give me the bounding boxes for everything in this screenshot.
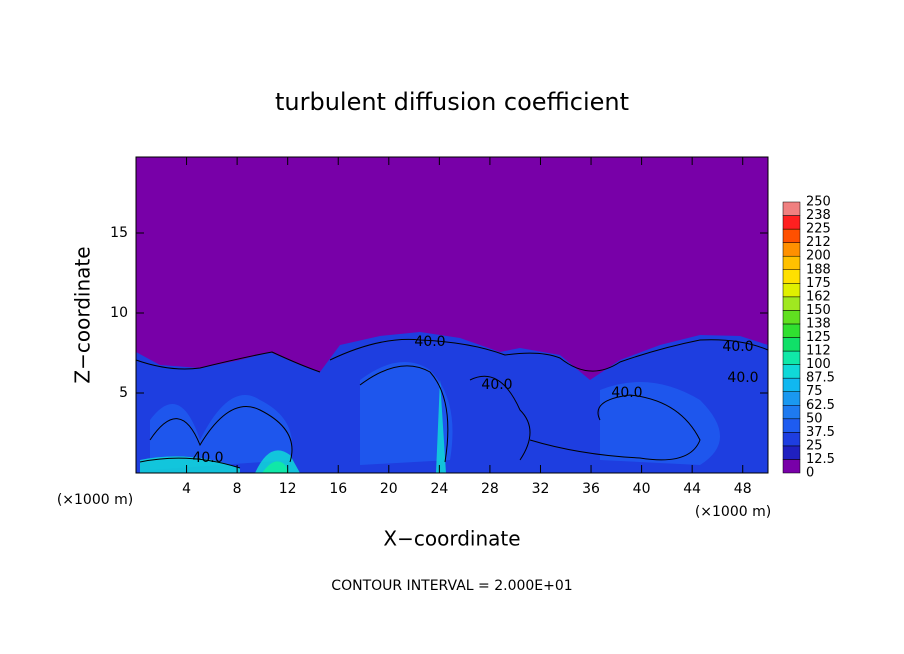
x-tick-label: 24 (430, 481, 448, 497)
colorbar-label: 138 (806, 316, 831, 331)
contour-label: 40.0 (481, 377, 512, 393)
field (135, 157, 769, 473)
x-axis-unit: (×1000 m) (695, 504, 771, 520)
colorbar-bin (782, 364, 801, 379)
plot-frame (135, 156, 769, 474)
field-region (150, 362, 720, 470)
y-tick-label: 10 (110, 305, 128, 321)
x-tick-label: 48 (734, 481, 752, 497)
colorbar-bin (782, 391, 801, 406)
colorbar-label: 175 (806, 276, 831, 291)
y-tick-label: 5 (119, 385, 128, 401)
colorbar-bin (782, 323, 801, 338)
colorbar-label: 250 (806, 195, 831, 210)
x-tick-label: 12 (279, 481, 297, 497)
colorbar-label: 125 (806, 330, 831, 345)
colorbar-label: 200 (806, 249, 831, 264)
colorbar-label: 50 (806, 411, 823, 426)
colorbar-bin (782, 215, 801, 230)
colorbar-bin (782, 377, 801, 392)
colorbar-bin (782, 432, 801, 447)
field-region (262, 461, 290, 473)
colorbar-bin (782, 269, 801, 284)
x-tick-label: 4 (182, 481, 191, 497)
contour-label: 40.0 (727, 370, 758, 386)
colorbar-label: 100 (806, 357, 831, 372)
colorbar-label: 150 (806, 303, 831, 318)
colorbar-bin (782, 350, 801, 365)
contour-label: 40.0 (722, 339, 753, 355)
colorbar-bin (782, 296, 801, 311)
colorbar-bin (782, 228, 801, 243)
colorbar-bin (782, 310, 801, 325)
colorbar-bin (782, 201, 801, 216)
colorbar-label: 37.5 (806, 425, 835, 440)
colorbar-label: 188 (806, 262, 831, 277)
colorbar-label: 75 (806, 384, 823, 399)
chart-title: turbulent diffusion coefficient (275, 88, 629, 116)
colorbar-bin (782, 459, 801, 474)
colorbar-bin (782, 242, 801, 257)
colorbar-bin (782, 255, 801, 271)
field-region (140, 380, 446, 473)
contour-lines (135, 338, 769, 469)
colorbar-label: 112 (806, 344, 831, 359)
contour-label: 40.0 (611, 385, 642, 401)
y-tick-label: 15 (110, 225, 128, 241)
colorbar-bin (782, 337, 801, 352)
colorbar-label: 238 (806, 208, 831, 223)
colorbar-bin (782, 418, 801, 433)
footer-note: CONTOUR INTERVAL = 2.000E+01 (331, 578, 572, 594)
colorbar-label: 87.5 (806, 371, 835, 386)
y-axis-unit: (×1000 m) (57, 492, 133, 508)
x-tick-label: 36 (582, 481, 600, 497)
colorbar-label: 62.5 (806, 398, 835, 413)
x-tick-label: 8 (233, 481, 242, 497)
colorbar-label: 162 (806, 289, 831, 304)
x-tick-label: 16 (329, 481, 347, 497)
colorbar-label: 212 (806, 235, 831, 250)
x-tick-label: 32 (532, 481, 550, 497)
x-tick-label: 28 (481, 481, 499, 497)
x-tick-label: 20 (380, 481, 398, 497)
colorbar-label: 0 (806, 466, 814, 481)
colorbar-label: 225 (806, 222, 831, 237)
colorbar-bin (782, 445, 801, 460)
colorbar-label: 25 (806, 438, 823, 453)
y-axis-label: Z−coordinate (71, 246, 95, 383)
x-tick-label: 44 (683, 481, 701, 497)
x-axis-label: X−coordinate (383, 527, 520, 551)
x-tick-label: 40 (633, 481, 651, 497)
contour-label: 40.0 (192, 450, 223, 466)
colorbar-bin (782, 405, 801, 420)
colorbar-bin (782, 283, 801, 298)
colorbar-label: 12.5 (806, 452, 835, 467)
contour-label: 40.0 (414, 334, 445, 350)
